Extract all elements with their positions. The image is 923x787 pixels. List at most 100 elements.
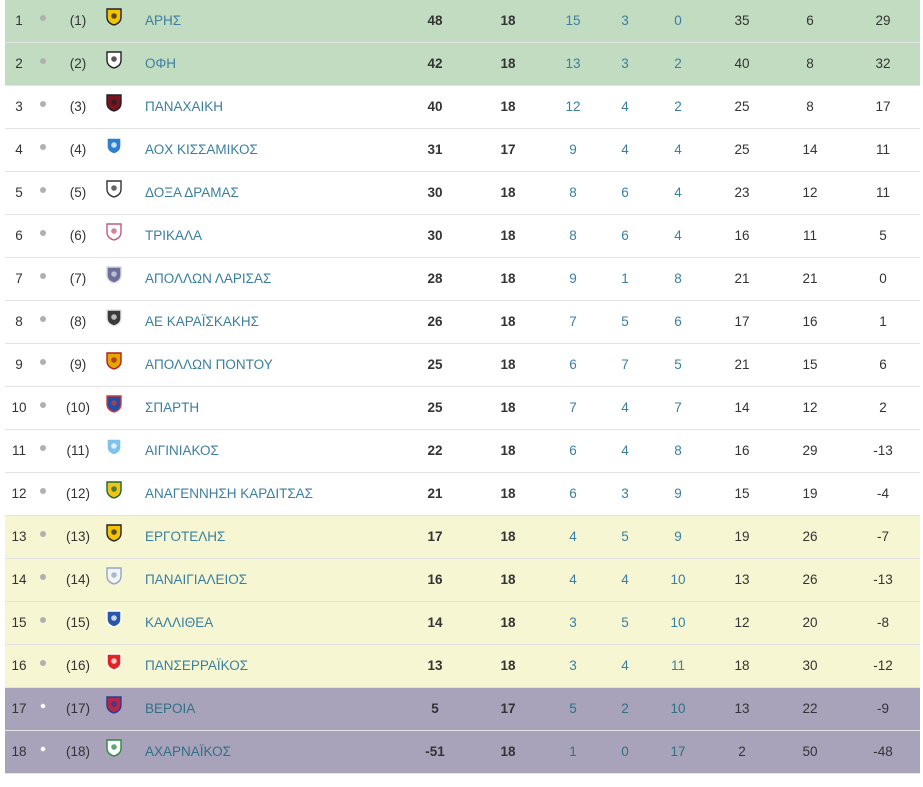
games-played: 18 — [500, 271, 516, 286]
trikala-crest-icon[interactable] — [105, 215, 123, 257]
team-link[interactable]: ΑΠΟΛΛΩΝ ΠΟΝΤΟΥ — [145, 357, 273, 372]
previous-position: (1) — [69, 13, 87, 28]
games-played: 18 — [500, 658, 516, 673]
position: 12 — [11, 486, 27, 501]
wins: 6 — [569, 486, 577, 501]
draws: 2 — [621, 701, 629, 716]
team-link[interactable]: ΑΕ ΚΑΡΑΪΣΚΑΚΗΣ — [145, 314, 259, 329]
ergotelis-crest-icon[interactable] — [105, 516, 123, 558]
goals-against: 14 — [802, 142, 818, 157]
position: 18 — [11, 744, 27, 759]
position: 3 — [15, 99, 23, 114]
team-link[interactable]: ΠΑΝΣΕΡΡΑΪΚΟΣ — [145, 658, 249, 673]
goals-against: 26 — [802, 529, 818, 544]
position: 5 — [15, 185, 23, 200]
losses: 8 — [674, 443, 682, 458]
team-link[interactable]: ΑΠΟΛΛΩΝ ΛΑΡΙΣΑΣ — [145, 271, 272, 286]
draws: 3 — [621, 486, 629, 501]
team-link[interactable]: ΔΟΞΑ ΔΡΑΜΑΣ — [145, 185, 239, 200]
games-played: 18 — [500, 443, 516, 458]
veroia-crest-icon[interactable] — [105, 688, 123, 730]
goals-for: 40 — [734, 56, 750, 71]
losses: 10 — [670, 572, 686, 587]
wins: 7 — [569, 314, 577, 329]
position: 2 — [15, 56, 23, 71]
ofi-crest-icon[interactable] — [105, 43, 123, 85]
points: -51 — [425, 744, 445, 759]
losses: 2 — [674, 56, 682, 71]
table-row: 6 (6) ΤΡΙΚΑΛΑ 30 18 8 6 4 16 11 5 — [5, 215, 920, 258]
team-link[interactable]: ΕΡΓΟΤΕΛΗΣ — [145, 529, 226, 544]
draws: 1 — [621, 271, 629, 286]
team-link[interactable]: ΣΠΑΡΤΗ — [145, 400, 200, 415]
goal-difference: 11 — [875, 142, 890, 157]
wins: 4 — [569, 572, 577, 587]
goals-for: 25 — [734, 142, 750, 157]
team-link[interactable]: ΑΟΧ ΚΙΣΣΑΜΙΚΟΣ — [145, 142, 258, 157]
draws: 5 — [621, 529, 629, 544]
wins: 6 — [569, 357, 577, 372]
team-link[interactable]: ΑΧΑΡΝΑΪΚΟΣ — [145, 744, 231, 759]
goals-for: 16 — [734, 228, 750, 243]
goals-for: 35 — [734, 13, 750, 28]
team-link[interactable]: ΚΑΛΛΙΘΕΑ — [145, 615, 214, 630]
team-link[interactable]: ΑΙΓΙΝΙΑΚΟΣ — [145, 443, 219, 458]
table-row: 3 (3) ΠΑΝΑΧΑΙΚΗ 40 18 12 4 2 25 8 17 — [5, 86, 920, 129]
acharnaikos-crest-icon[interactable] — [105, 731, 123, 773]
team-link[interactable]: ΒΕΡΟΙΑ — [145, 701, 196, 716]
team-link[interactable]: ΠΑΝΑΧΑΙΚΗ — [145, 99, 224, 114]
trend-dot-icon — [38, 43, 48, 85]
doxa-dramas-crest-icon[interactable] — [105, 172, 123, 214]
games-played: 18 — [500, 13, 516, 28]
points: 31 — [427, 142, 443, 157]
losses: 9 — [674, 529, 682, 544]
points: 26 — [427, 314, 443, 329]
panachaiki-crest-icon[interactable] — [105, 86, 123, 128]
trend-dot-icon — [38, 688, 48, 730]
wins: 12 — [565, 99, 581, 114]
apollon-pontou-crest-icon[interactable] — [105, 344, 123, 386]
goals-for: 12 — [734, 615, 750, 630]
team-link[interactable]: ΤΡΙΚΑΛΑ — [145, 228, 203, 243]
goals-for: 2 — [738, 744, 746, 759]
karaiskakis-crest-icon[interactable] — [105, 301, 123, 343]
team-link[interactable]: ΟΦΗ — [145, 56, 177, 71]
table-row: 13 (13) ΕΡΓΟΤΕΛΗΣ 17 18 4 5 9 19 26 -7 — [5, 516, 920, 559]
previous-position: (10) — [65, 400, 90, 415]
position: 7 — [15, 271, 23, 286]
wins: 6 — [569, 443, 577, 458]
panserraikos-crest-icon[interactable] — [105, 645, 123, 687]
kissamikos-crest-icon[interactable] — [105, 129, 123, 171]
points: 17 — [427, 529, 443, 544]
panaigialeios-crest-icon[interactable] — [105, 559, 123, 601]
games-played: 18 — [500, 529, 516, 544]
anagennisi-karditsas-crest-icon[interactable] — [105, 473, 123, 515]
team-link[interactable]: ΑΡΗΣ — [145, 13, 182, 28]
previous-position: (8) — [69, 314, 87, 329]
goal-difference: 32 — [875, 56, 891, 71]
team-link[interactable]: ΑΝΑΓΕΝΝΗΣΗ ΚΑΡΔΙΤΣΑΣ — [145, 486, 314, 501]
trend-dot-icon — [38, 387, 48, 429]
apollon-larisas-crest-icon[interactable] — [105, 258, 123, 300]
goals-for: 25 — [734, 99, 750, 114]
kallithea-crest-icon[interactable] — [105, 602, 123, 644]
aiginiakos-crest-icon[interactable] — [105, 430, 123, 472]
trend-dot-icon — [38, 0, 48, 42]
position: 13 — [11, 529, 27, 544]
points: 21 — [427, 486, 443, 501]
previous-position: (4) — [69, 142, 87, 157]
previous-position: (7) — [69, 271, 87, 286]
goal-difference: 29 — [875, 13, 891, 28]
position: 11 — [11, 443, 26, 458]
table-row: 11 (11) ΑΙΓΙΝΙΑΚΟΣ 22 18 6 4 8 16 29 -13 — [5, 430, 920, 473]
aris-crest-icon[interactable] — [105, 0, 123, 42]
goals-against: 29 — [802, 443, 818, 458]
games-played: 18 — [500, 99, 516, 114]
draws: 3 — [621, 56, 629, 71]
sparti-crest-icon[interactable] — [105, 387, 123, 429]
trend-dot-icon — [38, 473, 48, 515]
goal-difference: -4 — [876, 486, 889, 501]
games-played: 18 — [500, 357, 516, 372]
team-link[interactable]: ΠΑΝΑΙΓΙΑΛΕΙΟΣ — [145, 572, 248, 587]
previous-position: (9) — [69, 357, 87, 372]
